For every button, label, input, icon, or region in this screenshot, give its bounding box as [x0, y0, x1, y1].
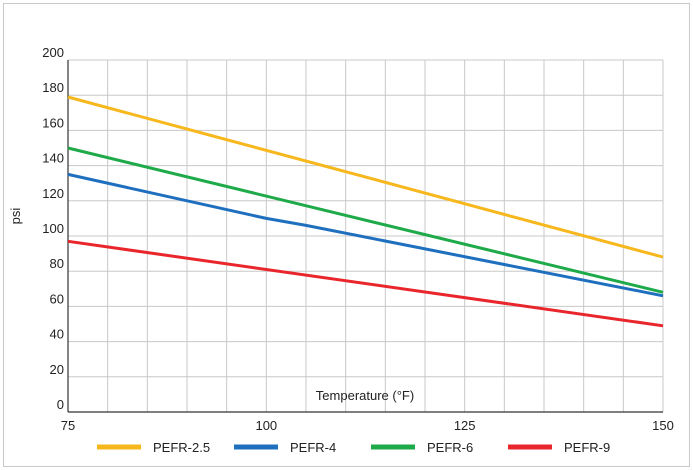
x-tick-label: 75 — [61, 418, 75, 433]
x-tick-label: 100 — [255, 418, 277, 433]
x-axis-label: Temperature (°F) — [316, 388, 414, 403]
y-tick-label: 120 — [42, 186, 64, 201]
y-tick-label: 160 — [42, 115, 64, 130]
x-tick-label: 125 — [454, 418, 476, 433]
legend-label: PEFR-4 — [290, 440, 336, 455]
series-line-pefr-2.5 — [67, 95, 664, 259]
series-line-pefr-6 — [67, 146, 664, 294]
y-tick-label: 20 — [50, 362, 64, 377]
legend-label: PEFR-2.5 — [153, 440, 210, 455]
series-line-pefr-4 — [67, 172, 664, 298]
grid — [67, 59, 664, 413]
y-tick-label: 0 — [57, 397, 64, 412]
legend-label: PEFR-6 — [427, 440, 473, 455]
y-axis-ticks: 0 20 40 60 80 100 120 140 160 180 200 — [42, 45, 64, 412]
series-lines — [67, 95, 664, 328]
y-axis-label: psi — [8, 208, 23, 225]
series-line-pefr-9 — [67, 239, 664, 328]
y-tick-label: 40 — [50, 327, 64, 342]
y-tick-label: 180 — [42, 80, 64, 95]
y-tick-label: 80 — [50, 256, 64, 271]
y-tick-label: 60 — [50, 291, 64, 306]
y-tick-label: 200 — [42, 45, 64, 60]
x-tick-label: 150 — [652, 418, 674, 433]
y-tick-label: 100 — [42, 221, 64, 236]
chart-frame — [3, 3, 690, 467]
y-tick-label: 140 — [42, 151, 64, 166]
legend: PEFR-2.5 PEFR-4 PEFR-6 PEFR-9 — [97, 440, 610, 455]
x-axis-ticks: 75 100 125 150 — [61, 418, 674, 433]
legend-label: PEFR-9 — [564, 440, 610, 455]
